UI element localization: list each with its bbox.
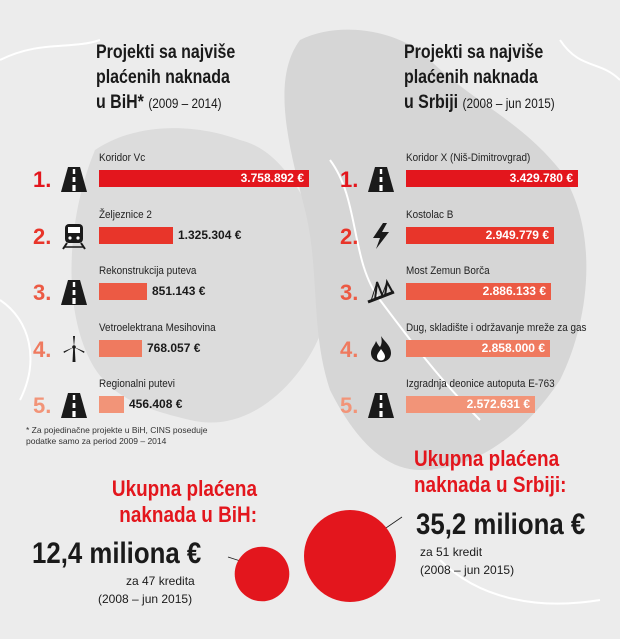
bih-total-value: 12,4 miliona € xyxy=(32,537,202,570)
bih-bar xyxy=(99,396,124,413)
srbija-value-label: 2.949.779 € xyxy=(485,227,549,242)
srbija-rank: 5. xyxy=(340,393,359,418)
bih-rank: 3. xyxy=(33,280,52,305)
srbija-category-label: Koridor X (Niš-Dimitrovgrad) xyxy=(406,152,531,164)
srbija-category-label: Kostolac B xyxy=(406,208,454,221)
bih-value-label: 768.057 € xyxy=(147,340,201,355)
bih-category-label: Koridor Vc xyxy=(99,152,146,164)
bih-bar xyxy=(99,339,142,357)
road-icon xyxy=(367,391,395,419)
lightning-icon xyxy=(367,222,395,250)
wind-turbine-icon xyxy=(60,335,88,363)
srbija-rank: 1. xyxy=(340,167,359,192)
bih-total-title: Ukupna plaćena naknada u BiH: xyxy=(111,476,257,527)
bih-category-label: Željeznice 2 xyxy=(99,208,152,221)
bih-rank: 5. xyxy=(33,393,52,418)
flame-icon xyxy=(367,335,395,363)
bih-value-label: 851.143 € xyxy=(152,284,206,298)
bih-category-label: Vetroelektrana Mesihovina xyxy=(99,321,216,334)
srbija-value-label: 2.858.000 € xyxy=(481,340,545,355)
srbija-bar xyxy=(406,396,535,413)
bih-total-projects: za 47 kredita xyxy=(126,574,195,588)
srbija-bar xyxy=(406,339,550,357)
bih-bar xyxy=(99,283,147,300)
srbija-bar xyxy=(406,283,551,300)
bih-value-label: 3.758.892 € xyxy=(240,171,304,185)
srbija-bar xyxy=(406,226,554,244)
srbija-value-label: 2.572.631 € xyxy=(466,397,530,411)
srbija-total-period: (2008 – jun 2015) xyxy=(420,563,515,577)
srbija-bar xyxy=(406,170,578,187)
bridge-icon xyxy=(367,278,395,306)
bih-chart-title: Projekti sa najviše plaćenih naknada u B… xyxy=(96,42,236,113)
bih-footnote: * Za pojedinačne projekte u BiH, CINS po… xyxy=(26,425,208,446)
bih-category-label: Rekonstrukcija puteva xyxy=(99,265,197,277)
srbija-category-label: Most Zemun Borča xyxy=(406,265,490,277)
bih-value-label: 1.325.304 € xyxy=(178,227,242,242)
bih-rank: 4. xyxy=(33,336,52,362)
srbija-total-projects: za 51 kredit xyxy=(420,545,483,559)
srbija-rank: 2. xyxy=(340,223,359,249)
road-icon xyxy=(367,165,395,193)
bih-bar xyxy=(99,226,173,244)
bih-rank: 2. xyxy=(33,223,52,249)
bih-category-label: Regionalni putevi xyxy=(99,378,175,390)
road-icon xyxy=(60,278,88,306)
srbija-value-label: 2.886.133 € xyxy=(482,284,546,298)
srbija-rank: 4. xyxy=(340,336,359,362)
bih-rank: 1. xyxy=(33,167,52,192)
srbija-value-label: 3.429.780 € xyxy=(509,171,573,185)
srbija-category-label: Izgradnja deonice autoputa E-763 xyxy=(406,378,555,390)
bih-value-label: 456.408 € xyxy=(129,397,183,411)
srbija-total-value: 35,2 miliona € xyxy=(416,508,586,541)
srbija-rank: 3. xyxy=(340,280,359,305)
srbija-total-title: Ukupna plaćena naknada u Srbiji: xyxy=(414,446,567,497)
srbija-chart-title: Projekti sa najviše plaćenih naknada u S… xyxy=(404,42,555,113)
bih-bar xyxy=(99,170,309,187)
train-icon xyxy=(60,222,88,250)
bih-total-period: (2008 – jun 2015) xyxy=(98,592,193,606)
srbija-category-label: Dug, skladište i održavanje mreže za gas xyxy=(406,321,587,334)
road-icon xyxy=(60,165,88,193)
road-icon xyxy=(60,391,88,419)
